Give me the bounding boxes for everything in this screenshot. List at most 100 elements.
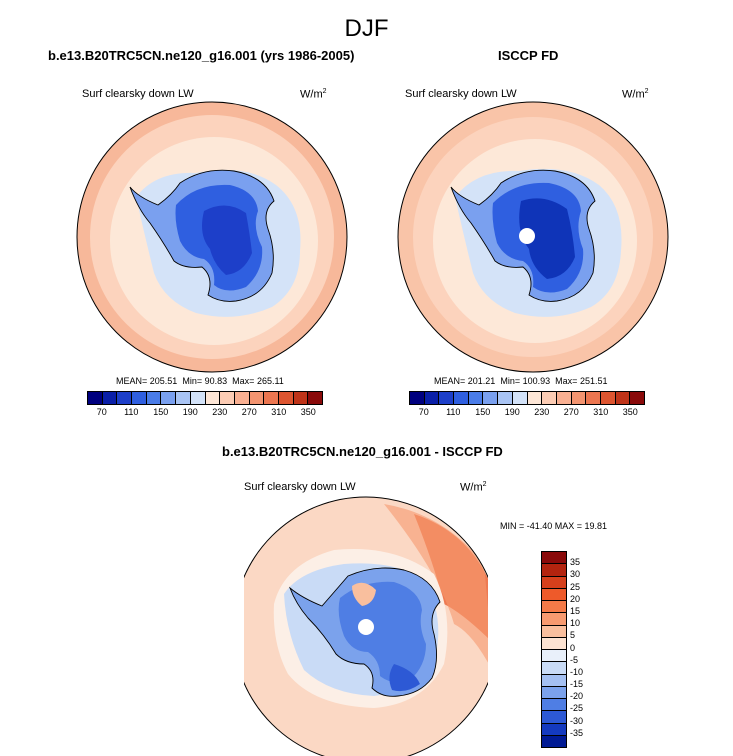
colorbar-swatch bbox=[220, 392, 235, 404]
colorbar-swatch bbox=[293, 392, 309, 404]
colorbar-tick-label: 230 bbox=[212, 407, 228, 417]
colorbar-tick-label: 350 bbox=[622, 407, 638, 417]
colorbar-swatch bbox=[542, 564, 566, 577]
colorbar-swatch bbox=[542, 735, 566, 747]
panel3-warm-band bbox=[384, 504, 488, 674]
colorbar-tick-label: 110 bbox=[124, 407, 139, 417]
panel1-units: W/m2 bbox=[300, 88, 327, 101]
colorbar-swatch bbox=[542, 662, 566, 675]
colorbar-swatch bbox=[410, 392, 425, 404]
colorbar-tick-label: 110 bbox=[446, 407, 461, 417]
colorbar-tick-label: 190 bbox=[504, 407, 520, 417]
colorbar-swatch bbox=[308, 392, 322, 404]
panel3-land-pos-patch bbox=[352, 582, 376, 606]
colorbar-swatch bbox=[512, 392, 528, 404]
panel3-land-deep bbox=[389, 664, 420, 692]
colorbar-swatch bbox=[205, 392, 221, 404]
colorbar-swatch bbox=[542, 637, 566, 650]
panel2-map bbox=[397, 101, 669, 373]
panel2-stats: MEAN= 201.21 Min= 100.93 Max= 251.51 bbox=[434, 376, 608, 386]
colorbar-swatch bbox=[542, 711, 566, 724]
panel3-title: b.e13.B20TRC5CN.ne120_g16.001 - ISCCP FD bbox=[222, 444, 503, 459]
colorbar-tick-label: 15 bbox=[570, 605, 581, 616]
colorbar-swatch bbox=[542, 625, 566, 638]
colorbar-swatch bbox=[117, 392, 133, 404]
colorbar-swatch bbox=[146, 392, 162, 404]
colorbar-swatch bbox=[88, 392, 103, 404]
colorbar-swatch bbox=[571, 392, 587, 404]
panel3-land-core bbox=[338, 581, 426, 683]
panel1-coastline bbox=[129, 169, 275, 302]
colorbar-tick-label: 310 bbox=[271, 407, 287, 417]
colorbar-tick-label: -25 bbox=[570, 703, 584, 714]
panel3-units: W/m2 bbox=[460, 481, 487, 494]
colorbar-tick-label: 150 bbox=[475, 407, 491, 417]
panel2-colorbar-ticks: 70 110 150 190 230 270 310 350 bbox=[409, 407, 645, 419]
colorbar-swatch bbox=[586, 392, 601, 404]
colorbar-tick-label: 35 bbox=[570, 557, 581, 568]
colorbar-tick-label: 190 bbox=[182, 407, 198, 417]
colorbar-tick-label: 30 bbox=[570, 569, 581, 580]
panel1-stats: MEAN= 205.51 Min= 90.83 Max= 265.11 bbox=[116, 376, 284, 386]
colorbar-tick-label: 0 bbox=[570, 642, 576, 653]
colorbar-tick-label: -15 bbox=[570, 679, 584, 690]
colorbar-swatch bbox=[556, 392, 572, 404]
colorbar-swatch bbox=[542, 552, 566, 565]
panel3-variable-label: Surf clearsky down LW bbox=[244, 481, 356, 493]
panel3-minmax: MIN = -41.40 MAX = 19.81 bbox=[500, 521, 608, 531]
panel1-land-deep bbox=[202, 205, 252, 275]
colorbar-tick-label: 5 bbox=[570, 630, 576, 641]
colorbar-swatch bbox=[454, 392, 469, 404]
colorbar-tick-label: -5 bbox=[570, 654, 579, 665]
colorbar-swatch bbox=[424, 392, 440, 404]
panel2-colorbar bbox=[409, 391, 645, 405]
colorbar-swatch bbox=[542, 588, 566, 601]
colorbar-swatch bbox=[176, 392, 191, 404]
colorbar-swatch bbox=[542, 674, 566, 687]
colorbar-swatch bbox=[542, 650, 566, 663]
panel3-map bbox=[244, 496, 488, 756]
colorbar-tick-label: 10 bbox=[570, 618, 581, 629]
colorbar-swatch bbox=[542, 392, 557, 404]
colorbar-swatch bbox=[102, 392, 118, 404]
colorbar-swatch bbox=[542, 723, 566, 736]
panel3-colorbar bbox=[541, 551, 567, 748]
colorbar-tick-label: -10 bbox=[570, 666, 584, 677]
colorbar-tick-label: 20 bbox=[570, 593, 581, 604]
colorbar-swatch bbox=[542, 576, 566, 589]
colorbar-swatch bbox=[132, 392, 147, 404]
panel2-units: W/m2 bbox=[622, 88, 649, 101]
panel1-colorbar bbox=[87, 391, 323, 405]
panel3-coastline bbox=[288, 567, 441, 697]
colorbar-tick-label: -30 bbox=[570, 715, 584, 726]
figure-title: DJF bbox=[344, 15, 389, 42]
colorbar-swatch bbox=[542, 686, 566, 699]
colorbar-swatch bbox=[234, 392, 250, 404]
colorbar-swatch bbox=[249, 392, 265, 404]
panel3-colorbar-ticks: 35 30 25 20 15 10 5 0 -5 -10 -15 -20 -25 -30 -35 bbox=[570, 551, 610, 746]
colorbar-swatch bbox=[542, 699, 566, 712]
colorbar-swatch bbox=[190, 392, 206, 404]
colorbar-swatch bbox=[468, 392, 484, 404]
colorbar-swatch bbox=[278, 392, 294, 404]
colorbar-swatch bbox=[542, 613, 566, 626]
panel1-title: b.e13.B20TRC5CN.ne120_g16.001 (yrs 1986-… bbox=[48, 48, 355, 63]
pole-hole-icon bbox=[358, 619, 374, 635]
colorbar-tick-label: 310 bbox=[593, 407, 609, 417]
colorbar-swatch bbox=[527, 392, 543, 404]
colorbar-swatch bbox=[542, 601, 566, 614]
colorbar-swatch bbox=[615, 392, 631, 404]
colorbar-swatch bbox=[630, 392, 644, 404]
panel1-map bbox=[76, 101, 348, 373]
colorbar-tick-label: 270 bbox=[241, 407, 257, 417]
colorbar-tick-label: 70 bbox=[96, 407, 107, 417]
colorbar-tick-label: 270 bbox=[563, 407, 579, 417]
panel1-variable-label: Surf clearsky down LW bbox=[82, 88, 194, 100]
colorbar-tick-label: 70 bbox=[418, 407, 429, 417]
colorbar-tick-label: -35 bbox=[570, 727, 584, 738]
colorbar-tick-label: 25 bbox=[570, 581, 581, 592]
colorbar-tick-label: 230 bbox=[534, 407, 550, 417]
colorbar-swatch bbox=[483, 392, 499, 404]
colorbar-tick-label: 350 bbox=[300, 407, 316, 417]
panel2-variable-label: Surf clearsky down LW bbox=[405, 88, 517, 100]
